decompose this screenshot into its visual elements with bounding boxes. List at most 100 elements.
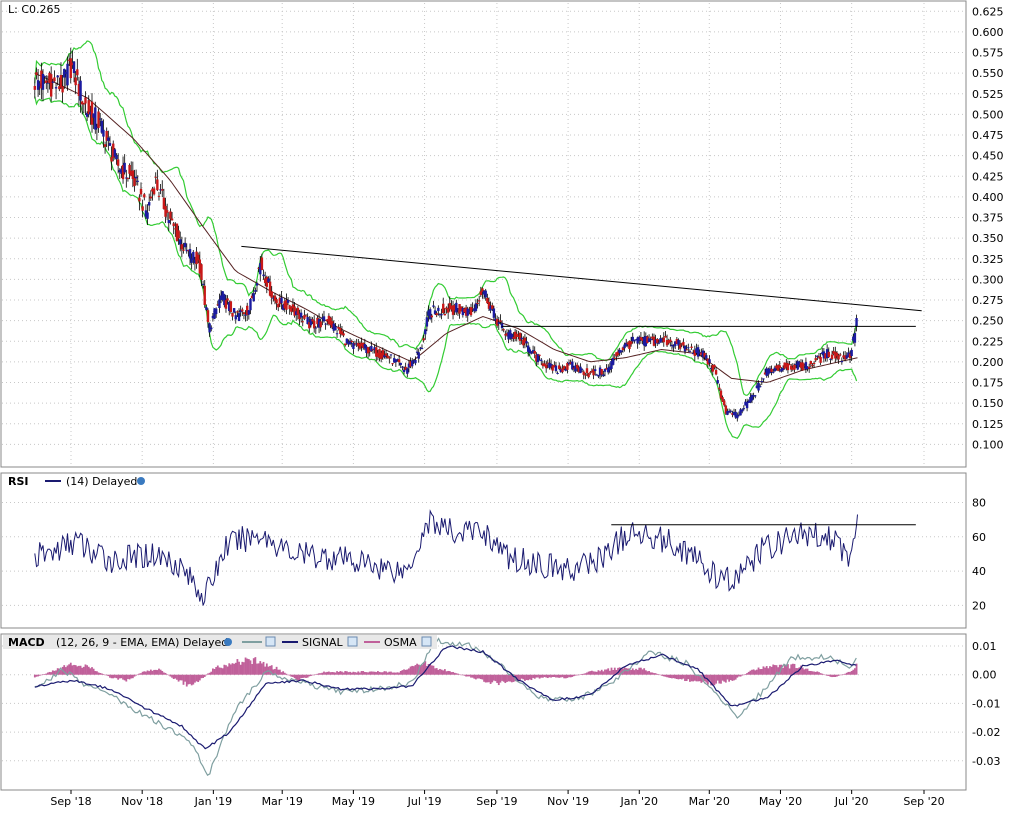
candle-body bbox=[690, 346, 693, 348]
rsi-y-tick-label: 80 bbox=[972, 496, 986, 509]
osma-bar bbox=[158, 668, 160, 675]
osma-checkbox[interactable] bbox=[421, 636, 432, 647]
rsi-plot bbox=[34, 509, 916, 606]
osma-bar bbox=[659, 674, 662, 676]
osma-bar bbox=[352, 671, 355, 675]
osma-bar bbox=[626, 668, 629, 675]
candle-body bbox=[845, 355, 848, 359]
osma-bar bbox=[628, 668, 631, 675]
osma-bar bbox=[605, 669, 608, 675]
candle-body bbox=[352, 342, 355, 349]
candle-body bbox=[383, 355, 386, 358]
osma-bar bbox=[153, 669, 155, 675]
price-y-tick-label: 0.375 bbox=[972, 212, 1004, 225]
candle-body bbox=[736, 414, 739, 419]
osma-bar bbox=[791, 663, 794, 675]
osma-bar bbox=[729, 674, 732, 681]
osma-bar bbox=[211, 668, 214, 675]
osma-bar bbox=[262, 661, 265, 675]
macd-settings-icon[interactable] bbox=[224, 638, 232, 646]
candle-body bbox=[744, 401, 747, 406]
candle-body bbox=[200, 264, 203, 280]
candle-body bbox=[579, 366, 582, 374]
candle-body bbox=[837, 355, 840, 360]
osma-bar bbox=[138, 673, 141, 675]
osma-bar bbox=[855, 663, 858, 675]
osma-bar bbox=[777, 667, 780, 675]
candle-body bbox=[72, 61, 76, 73]
price-candles bbox=[33, 47, 858, 422]
candle-body bbox=[35, 72, 38, 76]
signal-line bbox=[34, 645, 857, 750]
osma-bar bbox=[64, 667, 67, 675]
candle-body bbox=[647, 338, 651, 342]
candle-body bbox=[770, 368, 773, 372]
price-y-tick-label: 0.625 bbox=[972, 5, 1004, 18]
candle-body bbox=[120, 168, 123, 174]
candle-body bbox=[51, 81, 54, 83]
osma-bar bbox=[213, 668, 216, 675]
candle-body bbox=[280, 297, 283, 304]
candle-body bbox=[84, 97, 87, 104]
candle-body bbox=[567, 362, 571, 365]
osma-bar bbox=[571, 674, 574, 677]
candle-body bbox=[232, 308, 236, 313]
osma-bar bbox=[197, 674, 200, 683]
candle-body bbox=[491, 305, 494, 310]
candle-body bbox=[105, 130, 108, 141]
candle-body bbox=[250, 295, 254, 299]
osma-bar bbox=[664, 674, 667, 677]
osma-bar bbox=[180, 674, 183, 681]
candle-body bbox=[821, 352, 824, 355]
candle-body bbox=[670, 344, 674, 346]
osma-bar bbox=[762, 666, 765, 675]
candle-body bbox=[641, 338, 644, 341]
candle-body bbox=[835, 352, 839, 356]
candle-body bbox=[556, 372, 559, 374]
osma-bar bbox=[117, 674, 120, 680]
osma-bar bbox=[46, 672, 49, 675]
candle-body bbox=[713, 364, 716, 368]
candle-body bbox=[827, 351, 830, 358]
osma-bar bbox=[736, 674, 739, 678]
candle-body bbox=[335, 333, 339, 335]
candle-body bbox=[303, 315, 306, 319]
candle-body bbox=[40, 70, 43, 89]
candle-body bbox=[36, 80, 40, 90]
osma-bar bbox=[680, 674, 683, 680]
candle-body bbox=[605, 368, 608, 370]
osma-bar bbox=[283, 672, 286, 675]
candle-body bbox=[299, 312, 303, 318]
candle-body bbox=[772, 371, 775, 373]
candle-body bbox=[108, 143, 112, 146]
rsi-settings-icon[interactable] bbox=[137, 477, 145, 485]
osma-bar bbox=[512, 674, 515, 682]
candle-body bbox=[159, 189, 162, 191]
osma-bar bbox=[287, 674, 289, 676]
candle-body bbox=[131, 170, 135, 179]
signal-checkbox[interactable] bbox=[347, 636, 358, 647]
osma-bar bbox=[48, 671, 51, 675]
osma-bar bbox=[581, 673, 583, 675]
osma-bar bbox=[775, 665, 778, 675]
x-tick-label: Jan '19 bbox=[194, 795, 232, 808]
candle-body bbox=[218, 299, 221, 309]
osma-bar bbox=[345, 671, 348, 675]
candle-body bbox=[249, 298, 252, 311]
candle-body bbox=[755, 385, 759, 389]
macd-line-checkbox[interactable] bbox=[265, 636, 276, 647]
osma-bar bbox=[208, 672, 211, 675]
candle-body bbox=[412, 360, 416, 362]
osma-bar bbox=[120, 674, 123, 679]
x-tick-label: Nov '19 bbox=[547, 795, 589, 808]
candle-body bbox=[286, 299, 290, 303]
osma-bar bbox=[502, 674, 505, 682]
candle-body bbox=[293, 306, 296, 316]
osma-bar bbox=[198, 674, 201, 681]
candle-body bbox=[825, 349, 829, 359]
osma-bar bbox=[721, 674, 724, 681]
osma-bar bbox=[555, 674, 557, 678]
candle-body bbox=[190, 258, 193, 263]
osma-bar bbox=[408, 668, 410, 675]
